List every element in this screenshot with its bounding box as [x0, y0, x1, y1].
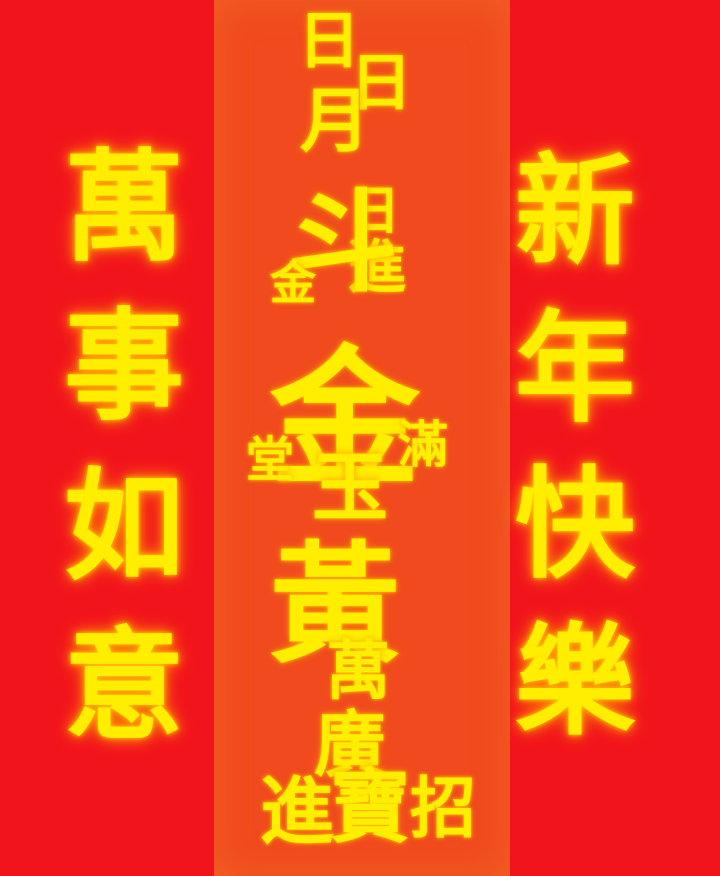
- left-char-2: 事: [64, 296, 184, 438]
- center-glyph-4: 黃 萬 金: [230, 540, 490, 710]
- glyph-3-part-3: 滿: [398, 415, 448, 474]
- left-char-1: 萬: [64, 137, 184, 278]
- left-char-4: 意: [64, 614, 184, 756]
- right-char-3: 快: [515, 454, 635, 596]
- glyph-3-part-2: 玉: [312, 443, 388, 532]
- right-char-2: 年: [515, 297, 635, 439]
- right-char-1: 新: [515, 141, 635, 282]
- right-char-4: 樂: [515, 610, 635, 752]
- left-couplet: 萬 事 如 意: [58, 148, 190, 746]
- glyph-1-part-2: 日: [350, 46, 413, 119]
- glyph-4-main: 萬: [326, 634, 390, 709]
- glyph-4-main-top: 黃: [270, 528, 401, 681]
- glyph-5-part-2: 招: [410, 769, 476, 847]
- glyph-3-part-1: 堂: [246, 432, 295, 488]
- center-glyph-2: 丰 日 進 斗 金: [230, 180, 490, 340]
- center-glyph-3: 金 堂 玉 滿: [230, 340, 490, 540]
- glyph-2-part-3: 斗: [288, 178, 398, 307]
- glyph-3-main: 金: [270, 331, 421, 507]
- right-couplet: 新 年 快 樂: [505, 152, 645, 742]
- center-glyph-5: 廣 進 寶 招: [230, 705, 490, 875]
- left-char-3: 如: [64, 455, 184, 597]
- glyph-5-main: 進: [260, 769, 334, 855]
- glyph-5-part-1: 廣: [314, 702, 387, 787]
- glyph-5-part-3: 寶: [330, 760, 410, 854]
- glyph-2-part-2: 進: [348, 233, 407, 301]
- center-glyph-1: 囍 日 日 月: [230, 6, 490, 166]
- center-banner: [214, 0, 510, 876]
- glyph-2-part-4: 金: [270, 256, 316, 310]
- glyph-2-part-1: 日: [348, 181, 401, 242]
- glyph-1-part-1: 日: [298, 4, 361, 77]
- glyph-1-part-3: 月: [300, 79, 370, 162]
